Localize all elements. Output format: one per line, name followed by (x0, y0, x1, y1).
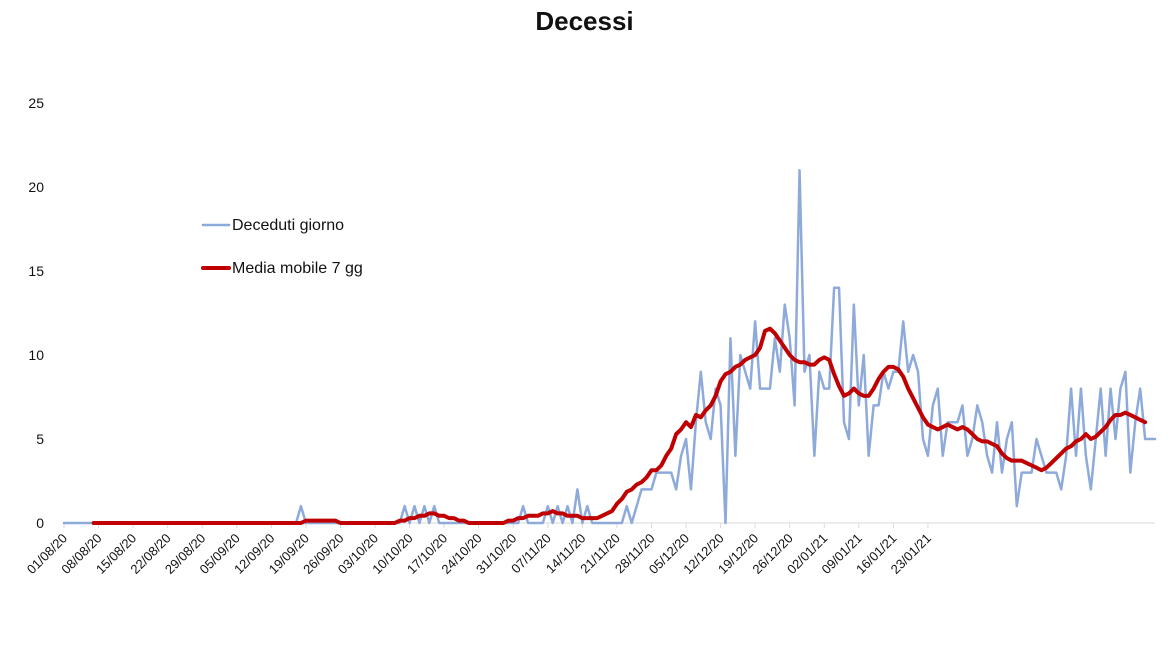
legend-label: Deceduti giorno (232, 217, 344, 234)
y-tick-label: 0 (36, 515, 44, 531)
y-tick-label: 20 (28, 179, 44, 195)
y-tick-label: 15 (28, 263, 44, 279)
legend: Deceduti giorno Media mobile 7 gg (201, 217, 363, 277)
series-line-media-mobile (91, 326, 1148, 525)
y-tick-label: 25 (28, 95, 44, 111)
y-axis-ticks: 0 5 10 15 20 25 (28, 95, 44, 531)
series-line-deceduti-giorno (62, 168, 1157, 525)
y-tick-label: 10 (28, 347, 44, 363)
chart-title: Decessi (535, 6, 634, 36)
x-axis-ticks: 01/08/2008/08/2015/08/2022/08/2029/08/20… (24, 523, 934, 577)
legend-label: Media mobile 7 gg (232, 260, 363, 277)
plot-area (62, 168, 1157, 525)
y-tick-label: 5 (36, 431, 44, 447)
